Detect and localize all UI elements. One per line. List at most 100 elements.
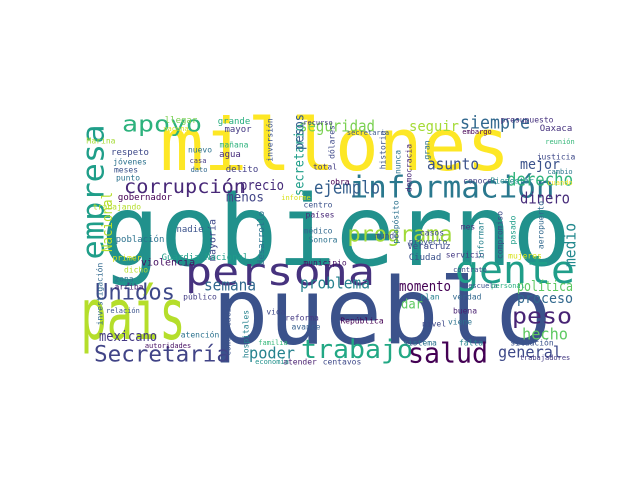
word: nuevo xyxy=(188,146,212,155)
word: seguridad xyxy=(299,117,375,136)
word: falta xyxy=(459,339,483,348)
word: mayor xyxy=(224,125,252,135)
word: servicio xyxy=(446,251,485,260)
word: pasado xyxy=(509,215,518,244)
word: persona xyxy=(185,250,375,294)
word: Nacional xyxy=(100,192,116,252)
word: centavos xyxy=(323,358,362,367)
word: dar xyxy=(401,298,423,313)
word: ejemplo xyxy=(314,178,380,199)
word: médico xyxy=(304,226,333,236)
word: asunto xyxy=(427,155,479,174)
word: aeropuerto xyxy=(537,201,546,249)
word: justicia xyxy=(537,153,576,162)
word: escuela xyxy=(468,282,498,290)
word: proyecto xyxy=(409,238,448,247)
word: gobernador xyxy=(118,193,173,203)
word: plan xyxy=(420,293,439,302)
word: política xyxy=(517,279,573,295)
word: total xyxy=(313,163,337,172)
word: informe xyxy=(281,194,311,202)
word: compromiso xyxy=(496,211,505,259)
word: avance xyxy=(292,323,321,332)
word: historia xyxy=(379,131,388,170)
word: vida xyxy=(266,308,285,317)
word: conocer xyxy=(463,177,497,186)
word: Guardia Nacional xyxy=(162,253,249,263)
word: economía xyxy=(255,358,289,366)
word: Bienestar xyxy=(490,177,534,186)
word: municipio xyxy=(303,259,347,268)
word: proceso xyxy=(517,291,573,307)
word: reforma xyxy=(285,314,319,323)
word: Secretaría xyxy=(94,343,230,368)
word: derecho xyxy=(507,170,573,191)
word: momento xyxy=(399,279,451,295)
word: semana xyxy=(204,276,256,295)
word: peso xyxy=(512,305,572,330)
word: casos xyxy=(420,229,444,238)
word: sistema xyxy=(403,339,437,348)
word: viene xyxy=(448,318,472,327)
word: pueblo xyxy=(212,259,552,366)
word: casa xyxy=(190,157,207,165)
word: propósito xyxy=(391,200,401,244)
word: grande xyxy=(218,117,251,127)
word: dólares xyxy=(327,125,337,159)
word: gran xyxy=(423,140,432,159)
word: nadie xyxy=(176,225,203,235)
word: mes xyxy=(461,223,476,232)
word: seguir xyxy=(409,119,459,135)
word: agua xyxy=(219,150,241,160)
word: hecho xyxy=(522,325,568,344)
word: general xyxy=(498,343,562,362)
word: empresa xyxy=(77,125,112,260)
word: dato xyxy=(191,166,208,174)
word: secretario xyxy=(293,124,308,196)
word: vacuna xyxy=(163,125,188,133)
word: poder xyxy=(249,344,295,363)
word: países xyxy=(306,211,335,220)
word: gobierno xyxy=(101,175,571,289)
word: punto xyxy=(116,174,140,183)
word: trabajando xyxy=(93,203,141,212)
word: familia xyxy=(258,339,288,347)
word: meses xyxy=(114,166,138,175)
word: República xyxy=(340,317,384,326)
word: población xyxy=(116,234,165,245)
word: mexicano xyxy=(99,329,157,345)
word: presupuesto xyxy=(501,116,554,125)
word: Sonora xyxy=(309,236,338,245)
word: nivel xyxy=(422,320,446,329)
word: Ciudad xyxy=(409,253,442,263)
word: mayoría xyxy=(207,219,219,261)
word: cuando xyxy=(547,179,572,187)
word: atención xyxy=(181,330,220,340)
word: embargo xyxy=(462,128,492,136)
word: personal xyxy=(491,282,525,290)
word: primer xyxy=(113,254,142,263)
word: desarrollo xyxy=(257,211,267,265)
word: país xyxy=(81,274,186,356)
word: respeto xyxy=(111,148,149,158)
word: mujeres xyxy=(508,252,542,261)
word: mejor xyxy=(520,157,560,173)
word: llegar xyxy=(165,116,198,126)
word: trabajadores xyxy=(520,354,571,362)
word: nunca xyxy=(394,150,403,174)
word: democracia xyxy=(405,144,414,192)
word: dicho xyxy=(124,266,148,275)
word: problema xyxy=(300,274,370,293)
word: medio xyxy=(561,223,580,267)
word: autoridades xyxy=(145,342,191,350)
word: Veracruz xyxy=(407,242,450,252)
word: inversión xyxy=(265,118,275,162)
word: gente xyxy=(455,248,575,292)
word: menos xyxy=(226,191,264,206)
word: salud xyxy=(408,337,488,370)
word: atender xyxy=(283,358,317,367)
word: precio xyxy=(240,178,284,194)
word: mañana xyxy=(220,141,249,150)
word: mundo xyxy=(375,232,399,241)
